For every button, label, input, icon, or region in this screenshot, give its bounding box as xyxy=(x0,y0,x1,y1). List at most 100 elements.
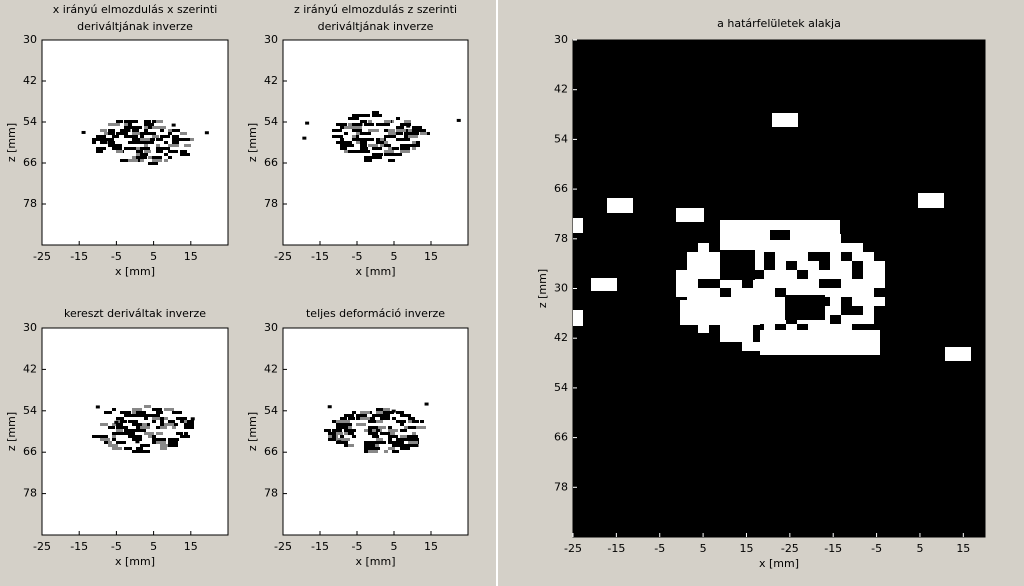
image-pixel xyxy=(775,315,786,324)
y-tick-label: 66 xyxy=(23,156,37,169)
image-pixel xyxy=(144,123,154,126)
x-tick-label: -5 xyxy=(654,542,665,555)
image-pixel xyxy=(404,426,408,429)
image-pixel xyxy=(698,252,709,261)
image-pixel xyxy=(400,150,410,153)
image-pixel xyxy=(785,295,825,320)
image-pixel xyxy=(128,432,135,435)
image-pixel xyxy=(852,288,863,297)
image-pixel xyxy=(863,315,874,324)
x-tick-label: -25 xyxy=(33,250,51,263)
image-pixel xyxy=(184,423,194,426)
image-pixel xyxy=(404,444,411,447)
image-pixel xyxy=(368,432,378,435)
image-pixel xyxy=(408,435,418,438)
image-pixel xyxy=(698,261,709,270)
image-pixel xyxy=(384,135,394,138)
x-tick-label: -15 xyxy=(607,542,625,555)
image-pixel xyxy=(764,306,775,315)
image-pixel xyxy=(96,150,103,153)
image-pixel xyxy=(152,132,156,135)
image-pixel xyxy=(400,435,407,438)
image-pixel xyxy=(676,279,687,288)
image-pixel xyxy=(348,117,358,120)
image-pixel xyxy=(184,426,194,429)
image-pixel xyxy=(863,252,874,261)
image-pixel xyxy=(852,252,863,261)
image-pixel xyxy=(731,243,742,252)
image-pixel xyxy=(863,270,874,279)
image-pixel xyxy=(344,132,348,135)
x-tick-label: -15 xyxy=(311,540,329,553)
image-pixel xyxy=(352,126,362,129)
y-axis-label: z [mm] xyxy=(246,123,259,162)
y-tick-label: 78 xyxy=(264,197,278,210)
image-pixel xyxy=(164,423,174,426)
image-pixel xyxy=(352,150,362,153)
image-pixel xyxy=(764,324,775,333)
image-pixel xyxy=(96,138,106,141)
image-pixel xyxy=(376,123,383,126)
image-pixel xyxy=(336,438,343,441)
image-pixel xyxy=(396,444,403,447)
image-pixel xyxy=(120,417,124,420)
image-pixel xyxy=(124,414,134,417)
y-tick-label: 42 xyxy=(23,74,37,87)
image-pixel xyxy=(144,120,151,123)
image-pixel xyxy=(144,141,154,144)
image-pixel xyxy=(124,429,131,432)
image-pixel xyxy=(874,270,885,279)
image-pixel xyxy=(172,138,182,141)
image-pixel xyxy=(368,144,378,147)
image-pixel xyxy=(775,279,786,288)
image-pixel xyxy=(396,132,403,135)
image-pixel xyxy=(852,279,863,288)
image-pixel xyxy=(328,438,338,441)
image-pixel xyxy=(302,136,307,140)
image-pixel xyxy=(412,126,422,129)
image-pixel xyxy=(731,279,742,288)
x-tick-label: -15 xyxy=(70,250,88,263)
y-tick-label: 78 xyxy=(23,487,37,500)
x-tick-label: -5 xyxy=(111,250,122,263)
image-pixel xyxy=(132,147,139,150)
y-tick-label: 66 xyxy=(554,182,568,195)
image-pixel xyxy=(573,310,583,326)
image-pixel xyxy=(152,408,162,411)
image-pixel xyxy=(392,132,399,135)
image-pixel xyxy=(156,432,163,435)
image-pixel xyxy=(120,129,130,132)
image-pixel xyxy=(180,435,184,438)
image-pixel xyxy=(360,132,364,135)
image-pixel xyxy=(412,438,419,441)
image-pixel xyxy=(775,297,786,306)
image-pixel xyxy=(340,441,344,444)
image-pixel xyxy=(180,138,190,141)
image-pixel xyxy=(380,408,390,411)
image-pixel xyxy=(168,129,172,132)
image-pixel xyxy=(945,347,971,361)
image-pixel xyxy=(352,135,356,138)
image-pixel xyxy=(116,423,123,426)
x-axis-label: x [mm] xyxy=(115,555,155,568)
image-pixel xyxy=(168,420,175,423)
image-pixel xyxy=(160,447,167,450)
image-pixel xyxy=(344,444,354,447)
image-pixel xyxy=(360,417,370,420)
image-pixel xyxy=(380,141,384,144)
image-pixel xyxy=(376,411,383,414)
image-pixel xyxy=(152,420,156,423)
image-pixel xyxy=(168,438,178,441)
image-pixel xyxy=(797,252,808,261)
image-pixel xyxy=(136,411,146,414)
image-pixel xyxy=(132,420,136,423)
image-pixel xyxy=(404,135,411,138)
x-tick-label: -5 xyxy=(111,540,122,553)
image-pixel xyxy=(132,129,139,132)
image-pixel xyxy=(100,438,110,441)
image-pixel xyxy=(852,297,863,306)
image-pixel xyxy=(786,288,797,297)
image-pixel xyxy=(152,417,162,420)
image-pixel xyxy=(112,147,122,150)
